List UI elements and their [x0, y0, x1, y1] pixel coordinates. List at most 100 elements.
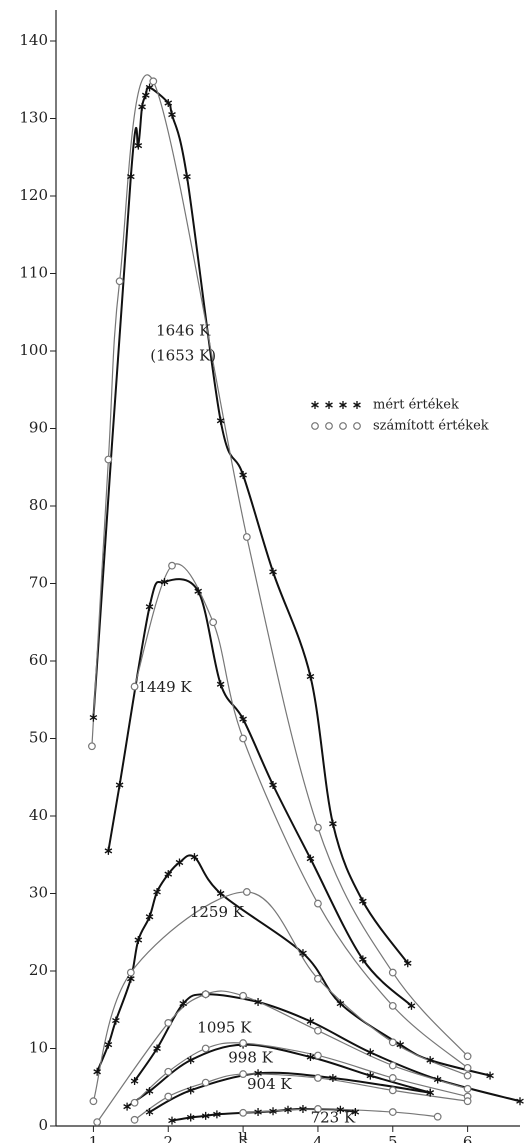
asterisk-point — [153, 887, 161, 896]
asterisk-point — [269, 781, 277, 789]
circle-point — [239, 991, 247, 1000]
asterisk-point — [164, 99, 173, 107]
x-tick-label: 2 — [163, 1133, 173, 1143]
asterisk-point — [164, 870, 173, 879]
asterisk-point — [89, 713, 98, 722]
curve-label: 1449 K — [137, 678, 192, 696]
circle-point — [130, 682, 139, 691]
asterisk-point — [186, 1086, 195, 1095]
circle-point — [463, 1084, 472, 1093]
asterisk-point — [306, 854, 315, 863]
y-tick-label: 70 — [29, 574, 48, 592]
circle-point — [353, 422, 361, 430]
x-tick-label: 4 — [313, 1133, 323, 1143]
asterisk-point — [145, 1087, 154, 1096]
asterisk-point — [145, 912, 154, 921]
asterisk-point — [186, 1056, 195, 1065]
circle-point — [89, 1097, 98, 1106]
computed-curve — [91, 74, 469, 1057]
asterisk-point — [366, 1048, 375, 1057]
asterisk-point — [284, 1105, 292, 1114]
asterisk-point — [329, 1073, 337, 1082]
circle-point — [93, 1118, 102, 1127]
asterisk-point — [216, 416, 225, 425]
asterisk-point — [104, 846, 113, 855]
asterisk-point — [396, 1040, 405, 1049]
asterisk-point — [168, 1116, 176, 1125]
asterisk-point — [353, 401, 361, 409]
asterisk-point — [269, 567, 277, 576]
curve-label: 723 K — [311, 1108, 356, 1126]
asterisk-point — [433, 1075, 442, 1084]
y-tick-label: 130 — [19, 109, 48, 127]
asterisk-point — [239, 715, 247, 724]
legend-label: mért értékek — [373, 398, 459, 413]
circle-point — [314, 823, 322, 832]
curve-label: (1653 K) — [150, 346, 216, 364]
circle-point — [388, 1001, 397, 1010]
measured-curve — [107, 578, 413, 1007]
circle-point — [388, 1038, 397, 1047]
circle-point — [314, 974, 322, 983]
asterisk-point — [306, 672, 315, 681]
circle-point — [130, 1098, 139, 1107]
asterisk-point — [130, 1077, 139, 1086]
y-tick-label: 110 — [19, 264, 48, 282]
asterisk-point — [179, 999, 188, 1008]
measured-curve — [92, 86, 409, 964]
asterisk-point — [145, 1108, 154, 1117]
asterisk-point — [175, 858, 184, 867]
circle-point — [201, 1044, 210, 1053]
circle-point — [239, 1039, 247, 1047]
y-tick-label: 100 — [19, 341, 48, 359]
asterisk-point — [254, 998, 262, 1006]
y-tick-label: 20 — [29, 961, 48, 979]
asterisk-point — [216, 680, 225, 689]
asterisk-point — [403, 959, 412, 968]
asterisk-point — [359, 897, 367, 906]
asterisk-point — [134, 936, 143, 944]
y-tick-label: 90 — [29, 419, 48, 437]
circle-point — [126, 968, 135, 977]
circle-point — [115, 277, 124, 286]
asterisk-point — [351, 1108, 360, 1117]
asterisk-point — [306, 1053, 315, 1062]
asterisk-point — [339, 401, 347, 409]
asterisk-point — [426, 1088, 434, 1097]
circle-point — [239, 734, 247, 743]
circle-point — [164, 1019, 173, 1027]
asterisk-point — [216, 889, 225, 898]
asterisk-point — [359, 955, 367, 964]
asterisk-point — [336, 1105, 345, 1114]
circle-point — [314, 1051, 322, 1060]
circle-point — [463, 1063, 472, 1072]
asterisk-point — [407, 1001, 416, 1010]
asterisk-point — [426, 1056, 434, 1065]
asterisk-point — [486, 1071, 494, 1080]
legend-label: számított értékek — [373, 419, 489, 434]
asterisk-point — [183, 172, 191, 181]
x-tick-label: 3 — [238, 1133, 248, 1143]
asterisk-point — [254, 1108, 262, 1117]
x-tick-label: 1 — [89, 1133, 99, 1143]
circle-point — [339, 422, 347, 430]
asterisk-point — [201, 1111, 210, 1120]
y-tick-label: 120 — [19, 186, 48, 204]
asterisk-point — [153, 1044, 161, 1053]
asterisk-point — [311, 401, 319, 409]
circle-point — [325, 422, 333, 430]
curve-label: 1095 K — [197, 1018, 252, 1036]
asterisk-point — [93, 1067, 101, 1076]
asterisk-point — [145, 83, 154, 92]
measured-curve — [96, 854, 491, 1077]
asterisk-point — [254, 1069, 262, 1078]
circle-point — [130, 1115, 139, 1124]
circle-point — [164, 1092, 173, 1101]
asterisk-point — [112, 1016, 120, 1025]
asterisk-point — [186, 1113, 195, 1122]
asterisk-point — [127, 172, 135, 181]
asterisk-point — [145, 602, 154, 611]
asterisk-point — [115, 781, 124, 789]
asterisk-point — [138, 102, 146, 111]
